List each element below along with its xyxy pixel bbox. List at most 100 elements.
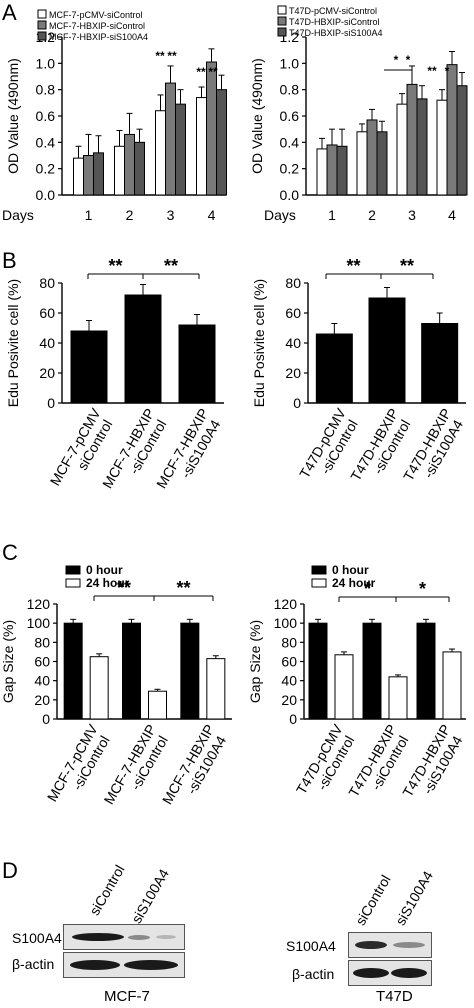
a-right-x-tick-label: 2: [368, 207, 376, 223]
a-left-y-tick-label: 0.6: [36, 108, 56, 124]
c-left-bar: [122, 622, 141, 720]
a-right-bar: [336, 145, 348, 196]
a-right-x-tick-label: 4: [448, 207, 456, 223]
c-right-bar: [334, 654, 354, 720]
a-left-legend-swatch: [37, 9, 47, 19]
c-left-sig-marker: **: [176, 578, 190, 598]
c-left-y-tick-label: 80: [34, 634, 50, 650]
c-left-x-tick-label: MCF-7-HBXIP-siS100A4: [159, 722, 231, 815]
a-right-sig-marker: **: [427, 64, 437, 78]
a-left-y-label: OD Value (490nm): [5, 58, 21, 174]
b-left-y-tick-label: 40: [39, 335, 55, 351]
a-right-x-tick-label: 1: [328, 207, 336, 223]
b-left-y-tick-label: 0: [47, 395, 55, 411]
a-left-sig-marker: **: [208, 65, 218, 79]
a-right-y-tick-label: 0.8: [280, 82, 300, 98]
a-left-sig-marker: **: [196, 65, 206, 79]
c-left-y-tick-label: 100: [27, 615, 51, 631]
blot-left-s100a4-strip: [63, 924, 185, 950]
a-right-bar: [326, 144, 338, 196]
c-left-legend-label: 24 hour: [86, 576, 130, 590]
a-left-x-tick-label: 2: [126, 207, 134, 223]
blot-left-row-s100a4: S100A4: [12, 930, 62, 946]
b-left-y-tick-label: 80: [39, 275, 55, 291]
a-right-x-label: Days: [264, 207, 296, 223]
a-right-bar: [416, 98, 428, 196]
a-left-y-tick-label: 0.0: [36, 187, 56, 203]
c-right-bar: [388, 676, 408, 720]
c-left-bar: [148, 690, 167, 720]
panel-label-d: D: [2, 858, 18, 883]
band: [124, 960, 178, 970]
c-right-bar: [442, 651, 462, 720]
a-left-x-tick-label: 1: [85, 207, 93, 223]
b-right-y-label: Edu Posivite cell (%): [251, 279, 267, 407]
c-right-bar: [416, 622, 436, 720]
band: [156, 935, 176, 939]
a-left-sig-marker: **: [167, 49, 177, 63]
c-left-y-tick-label: 20: [34, 692, 50, 708]
blot-right-row-actin: β-actin: [292, 966, 335, 982]
b-right-y-tick-label: 80: [285, 275, 301, 291]
a-left-bar: [83, 155, 94, 196]
a-left-y-tick-label: 1.0: [36, 55, 56, 71]
a-left-legend-swatch: [37, 31, 47, 41]
band: [128, 935, 150, 940]
c-right-y-tick-label: 40: [281, 673, 297, 689]
a-left-x-tick-label: 3: [167, 207, 175, 223]
blot-right-s100a4-strip: [348, 932, 432, 958]
c-left-y-tick-label: 0: [42, 711, 50, 727]
a-right-sig-marker: *: [406, 53, 411, 67]
b-right-bar: [368, 297, 406, 404]
a-left-bar: [206, 61, 217, 196]
c-right-y-tick-label: 20: [281, 692, 297, 708]
a-left-legend-swatch: [37, 20, 47, 30]
a-left-bar: [93, 152, 104, 196]
c-left-legend-swatch: [65, 565, 81, 575]
blot-left-actin-strip: [63, 952, 185, 978]
b-right-y-tick-label: 40: [285, 335, 301, 351]
b-left-sig-marker: **: [164, 256, 178, 276]
a-left-legend-label: MCF-7-pCMV-siControl: [49, 10, 143, 20]
a-right-sig-marker: *: [394, 53, 399, 67]
c-right-y-tick-label: 0: [289, 711, 297, 727]
blot-right-row-s100a4: S100A4: [286, 938, 336, 954]
a-left-bar: [175, 103, 186, 196]
a-right-legend-label: T47D-HBXIP-siS100A4: [289, 28, 383, 38]
c-right-legend-label: 0 hour: [332, 563, 369, 577]
band: [393, 942, 425, 948]
b-right-y-tick-label: 60: [285, 305, 301, 321]
b-left-bar: [124, 294, 162, 404]
c-left-legend-swatch: [65, 578, 81, 588]
a-right-legend-swatch: [277, 27, 287, 37]
a-right-bar: [316, 148, 328, 196]
c-left-bar: [63, 622, 83, 720]
b-left-y-label: Edu Posivite cell (%): [5, 279, 21, 407]
blot-right-cell-line: T47D: [376, 988, 413, 1005]
a-left-x-tick-label: 4: [208, 207, 216, 223]
b-right-bar: [421, 323, 459, 404]
c-right-legend-swatch: [311, 578, 327, 588]
a-left-y-tick-label: 0.2: [36, 161, 56, 177]
c-right-y-tick-label: 80: [281, 634, 297, 650]
a-left-legend-label: MCF-7-HBXIP-siS100A4: [49, 32, 148, 42]
a-right-y-tick-label: 0.4: [280, 134, 300, 150]
a-left-bar: [73, 157, 84, 196]
b-right-sig-marker: **: [400, 256, 414, 276]
c-left-y-label: Gap Size (%): [0, 620, 16, 703]
a-right-bar: [446, 64, 458, 196]
band: [72, 933, 124, 941]
a-left-legend-label: MCF-7-HBXIP-siControl: [49, 21, 145, 31]
a-right-legend-swatch: [277, 16, 287, 26]
a-right-legend-label: T47D-pCMV-siControl: [289, 6, 377, 16]
c-left-bar: [206, 658, 226, 720]
b-left-sig-marker: **: [108, 256, 122, 276]
c-right-x-tick-label: T47D-HBXIP-siS100A4: [399, 722, 467, 808]
blot-right-actin-strip: [348, 960, 432, 986]
a-right-legend-swatch: [277, 5, 287, 15]
b-right-sig-marker: **: [346, 256, 360, 276]
b-right-bar: [315, 333, 353, 404]
a-right-bar: [456, 85, 468, 196]
a-right-bar: [356, 131, 368, 196]
a-right-bar: [396, 103, 408, 196]
